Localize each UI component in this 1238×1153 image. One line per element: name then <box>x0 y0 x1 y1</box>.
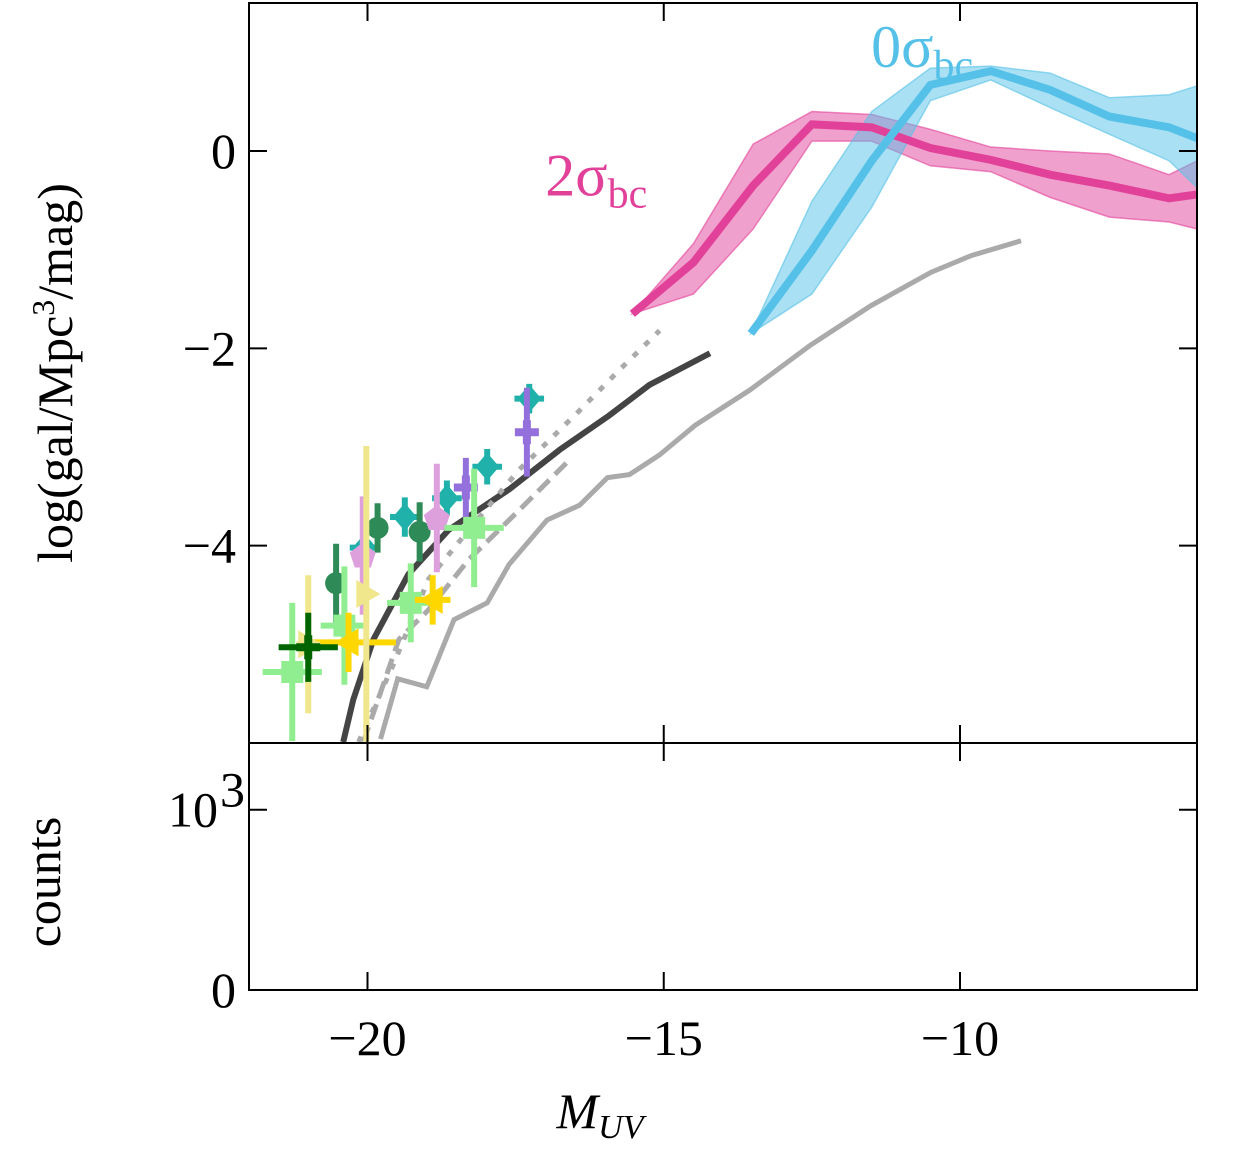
annotation-label: 2σbc <box>545 142 647 217</box>
marker-plus <box>514 420 539 445</box>
confidence-band-1 <box>749 65 1197 336</box>
model-line-solid <box>378 238 1022 740</box>
histogram-bar-pink <box>961 970 1003 990</box>
data-point-circle <box>366 503 389 553</box>
marker-circle <box>366 516 389 539</box>
annotation-subscript: bc <box>608 171 648 217</box>
y-tick-label: 0 <box>211 123 236 179</box>
histogram-bar-blue <box>1177 952 1197 990</box>
data-point-tri-right <box>356 446 381 743</box>
marker-diamond <box>434 484 459 513</box>
bottom-ylabel: counts <box>15 817 71 948</box>
marker-square <box>463 516 486 539</box>
marker-plus <box>453 475 478 500</box>
histogram-bar-pink <box>792 909 833 990</box>
data-point-plus <box>514 387 539 477</box>
x-tick-label: −20 <box>328 1010 406 1066</box>
histogram-bar-pink <box>1172 983 1197 990</box>
histogram-bar-blue <box>974 790 1025 990</box>
y-tick-superscript: 3 <box>220 762 245 818</box>
top-panel-frame <box>248 2 1198 744</box>
histograms <box>664 754 1197 990</box>
data-point-diamond <box>472 448 502 485</box>
data-point-square <box>444 468 504 588</box>
histogram-bar-pink <box>1087 978 1128 990</box>
annotation-main: 0σ <box>871 14 933 80</box>
histogram-bar-pink <box>1003 968 1046 990</box>
data-point-tri-left <box>414 575 451 625</box>
model-line-1 <box>747 66 1197 336</box>
histogram-bar-blue <box>1025 859 1076 990</box>
y-tick-label: 0 <box>211 962 236 1018</box>
histogram-bar-pink <box>750 947 792 990</box>
x-tick-label: −10 <box>921 1010 999 1066</box>
model-line-dotted <box>356 328 662 743</box>
data-point-diamond <box>390 497 420 537</box>
marker-tri-right <box>356 580 381 609</box>
y-tick-label: −2 <box>183 320 236 376</box>
marker-circle <box>408 520 431 543</box>
histogram-bar-blue <box>1076 910 1126 990</box>
x-tick-label: −15 <box>625 1010 703 1066</box>
histogram-bar-pink <box>1045 979 1087 990</box>
histogram-bar-blue <box>1126 935 1177 990</box>
data-point-circle <box>408 502 431 562</box>
histogram-bar-pink <box>918 960 961 990</box>
model-line-dashed <box>360 458 572 743</box>
marker-square <box>281 660 304 683</box>
annotation-label: 0σbc <box>871 14 973 89</box>
marker-tri-left <box>418 585 443 614</box>
data-point-square <box>262 602 322 742</box>
histogram-bar-pink <box>707 971 750 990</box>
model-line-0 <box>629 120 1197 317</box>
top-ylabel: log(gal/Mpc3/mag) <box>25 183 83 563</box>
data-point-pentagon <box>423 463 450 573</box>
marker-diamond <box>475 452 500 481</box>
marker-diamond <box>392 503 417 532</box>
annotation-main: 2σ <box>545 142 607 208</box>
marker-pentagon <box>423 505 450 531</box>
bottom-panel-frame <box>248 742 1198 991</box>
histogram-bar-pink <box>876 937 918 990</box>
histogram-bar-pink <box>834 932 876 990</box>
histogram-bar-blue <box>821 960 872 990</box>
histogram-bar-blue <box>872 857 923 990</box>
annotation-subscript: bc <box>933 43 973 89</box>
data-point-plus <box>278 612 338 682</box>
xlabel: MUV <box>556 1083 648 1146</box>
histogram-bar-blue <box>923 754 974 990</box>
marker-plus <box>296 635 321 660</box>
y-tick-label: −4 <box>183 518 236 574</box>
y-tick-label: 10 <box>168 782 218 838</box>
marker-tri-left <box>334 628 359 657</box>
